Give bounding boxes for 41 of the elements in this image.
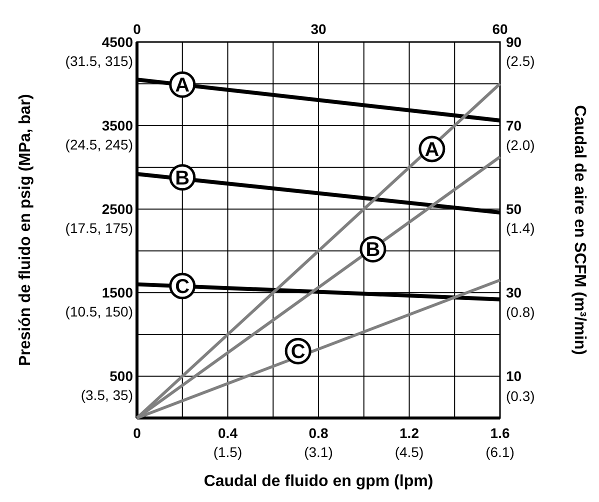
text: (3.5, 35) [80, 387, 133, 404]
y2-tick-label: 50 [506, 201, 522, 218]
y3-tick-label: (0.3) [506, 388, 535, 404]
y-tick-label: 3500 [102, 118, 134, 134]
x-tick-label: 0.4 [218, 425, 238, 441]
x-tick-label: 0 [133, 425, 142, 441]
text: (6.1) [486, 444, 514, 460]
text: (17.5, 175) [65, 220, 133, 236]
annotation: A [424, 138, 440, 161]
text: (3.1) [304, 444, 333, 460]
y-tick-label: 1500 [102, 284, 134, 301]
annotation: A [175, 74, 190, 97]
text: (31.5, 315) [65, 53, 133, 69]
annotation: B [366, 239, 380, 262]
y3-tick-label: (0.8) [506, 304, 535, 320]
y3-tick-label: (1.4) [506, 220, 535, 236]
text: (1.5) [213, 444, 242, 460]
y2-tick-label: 10 [506, 368, 522, 384]
y-axis-title: Presión de fluido en psig (MPa, bar) [17, 94, 34, 366]
x-axis-title: Caudal de fluido en gpm (lpm) [204, 473, 434, 490]
y2-tick-label: 90 [506, 34, 522, 50]
x-tick-label: 0.8 [308, 425, 328, 441]
text: (4.5) [394, 444, 424, 460]
y3-tick-label: (2.5) [506, 53, 535, 70]
x-tick-label: 1.6 [490, 425, 510, 441]
text: (24.5, 245) [65, 136, 133, 153]
annotation: B [175, 167, 190, 190]
y-tick-label: 2500 [102, 201, 134, 218]
y-tick-label: 500 [110, 368, 134, 384]
x2-tick-label: 30 [310, 21, 326, 37]
annotation: C [290, 341, 306, 364]
y2-tick-label: 70 [506, 118, 522, 134]
y2-axis-title: Caudal de aire en SCFM (m³/min) [571, 105, 588, 355]
y2-tick-label: 30 [506, 284, 522, 301]
text: (10.5, 150) [65, 304, 133, 320]
y-tick-label: 4500 [102, 34, 134, 50]
y3-tick-label: (2.0) [506, 137, 535, 154]
x2-tick-label: 0 [133, 21, 142, 37]
x-tick-label: 1.2 [400, 425, 420, 441]
annotation: C [175, 276, 190, 298]
x2-tick-label: 60 [492, 21, 508, 37]
